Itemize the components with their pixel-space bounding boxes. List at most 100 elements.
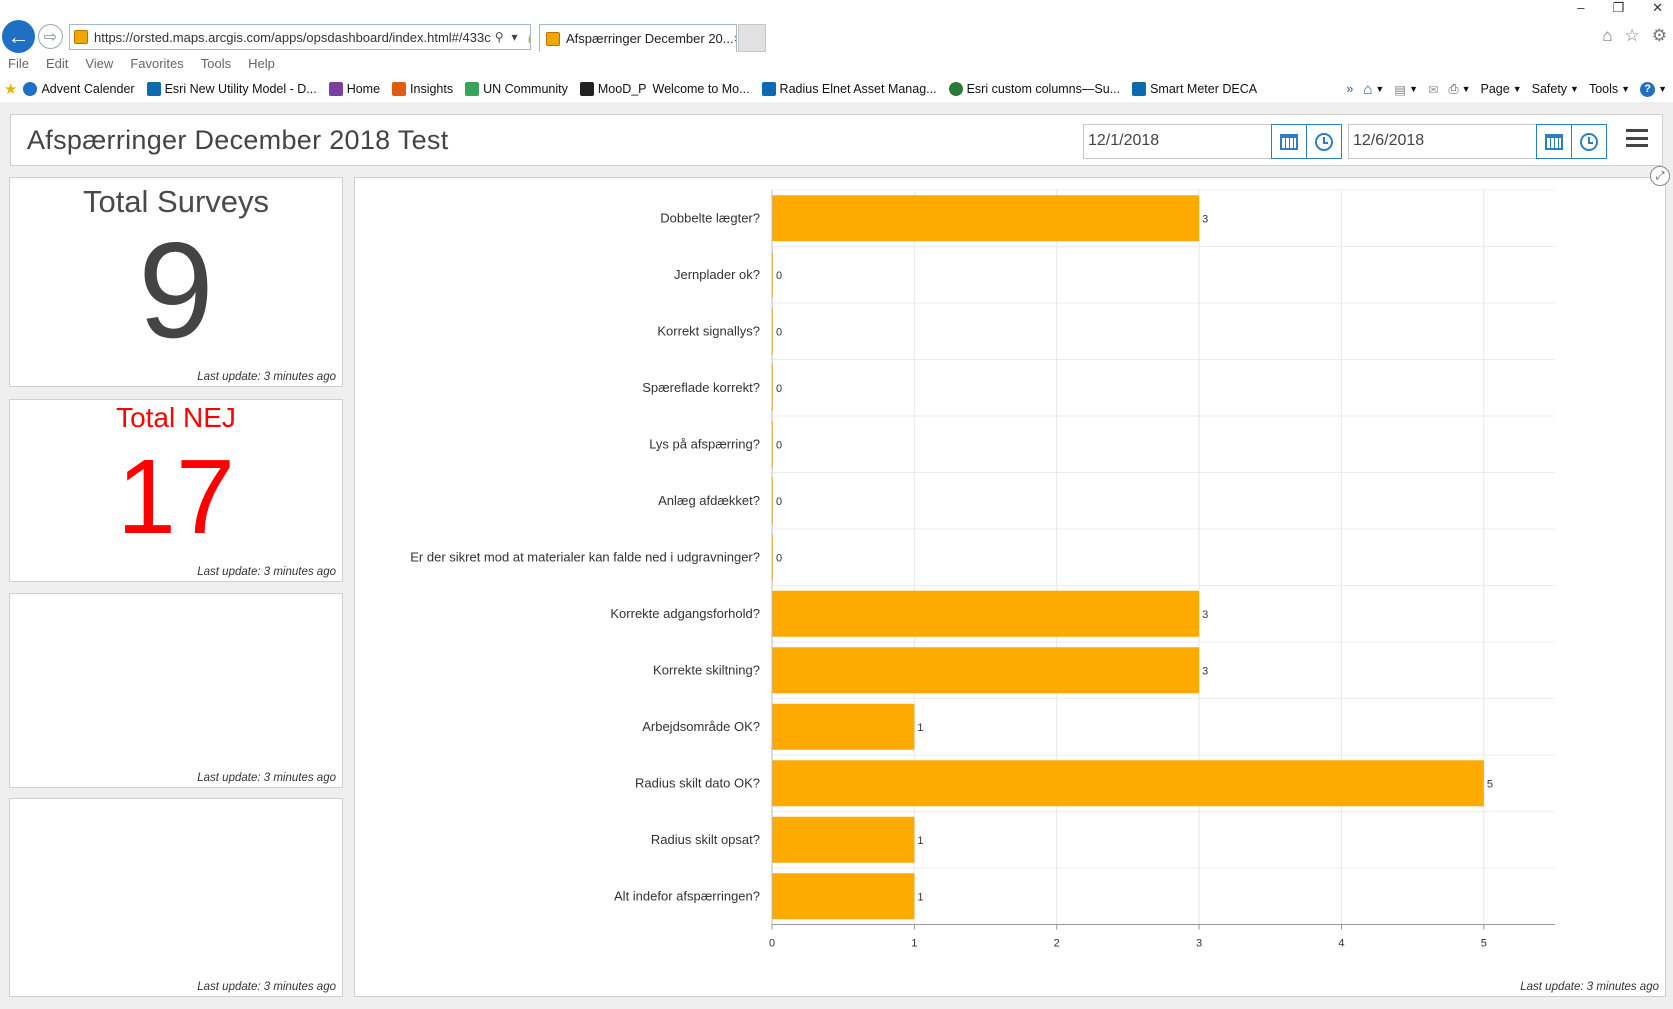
data-label: 0 — [776, 496, 782, 508]
dashboard-title: Afspærringer December 2018 Test — [27, 125, 449, 155]
back-button[interactable]: ← — [2, 20, 35, 53]
fav-esri-utility-model[interactable]: Esri New Utility Model - D... — [141, 82, 317, 96]
menu-edit[interactable]: Edit — [45, 56, 69, 71]
menu-help[interactable]: Help — [248, 56, 275, 71]
menu-tools[interactable]: Tools — [200, 56, 232, 71]
date-to-field[interactable]: 12/6/2018 — [1348, 124, 1537, 159]
data-label: 0 — [776, 383, 782, 395]
mail-cmd-button[interactable]: ✉ — [1428, 82, 1438, 97]
category-label: Anlæg afdækket? — [658, 493, 760, 508]
new-tab-button[interactable] — [738, 24, 766, 52]
menu-favorites[interactable]: Favorites — [130, 56, 184, 71]
page-menu[interactable]: Page ▼ — [1480, 82, 1522, 96]
last-update-text: Last update: 3 minutes ago — [197, 566, 336, 578]
indicator-value: 17 — [117, 438, 235, 556]
print-cmd-button[interactable]: ⎙ ▼ — [1449, 82, 1471, 97]
date-from-time-button[interactable] — [1306, 124, 1342, 159]
sharepoint-icon — [761, 82, 776, 96]
chevron-down-icon: ▼ — [1512, 84, 1522, 94]
category-label: Korrekt signallys? — [657, 323, 760, 338]
forward-button[interactable]: ⇨ — [38, 24, 63, 49]
data-label: 1 — [917, 835, 923, 847]
chart-last-update-text: Last update: 3 minutes ago — [1520, 981, 1659, 993]
fav-radius-elnet[interactable]: Radius Elnet Asset Manag... — [756, 82, 937, 96]
address-bar-icons: ⚲ ▾ 🔒 ↻ — [490, 30, 530, 44]
browser-chrome: ← ⇨ https://orsted.maps.arcgis.com/apps/… — [0, 0, 1673, 102]
minimize-icon[interactable]: – — [1577, 0, 1585, 15]
help-icon: ? — [1640, 81, 1656, 97]
menu-view[interactable]: View — [85, 56, 114, 71]
help-cmd-button[interactable]: ? ▼ — [1640, 81, 1667, 97]
calendar-icon — [1280, 133, 1298, 150]
insights-icon — [392, 82, 407, 96]
page-icon — [328, 82, 343, 96]
fav-un-community[interactable]: UN Community — [459, 82, 568, 96]
fav-home[interactable]: Home — [323, 82, 380, 96]
home-icon: ⌂ — [1363, 80, 1373, 98]
fav-insights[interactable]: Insights — [386, 82, 453, 96]
date-from-calendar-button[interactable] — [1271, 124, 1307, 159]
menu-file[interactable]: File — [8, 56, 29, 71]
favorites-bar: ★ Advent Calender Esri New Utility Model… — [0, 78, 1673, 100]
fav-smart-meter[interactable]: Smart Meter DECA — [1126, 82, 1257, 96]
indicator-empty-2: Last update: 3 minutes ago — [9, 798, 343, 997]
bar — [772, 873, 915, 920]
fav-welcome[interactable]: Welcome to Mo... — [652, 82, 750, 96]
close-window-icon[interactable]: ✕ — [1652, 0, 1663, 15]
gear-icon[interactable]: ⚙ — [1651, 26, 1667, 45]
chevron-down-icon: ▼ — [1570, 84, 1579, 94]
bar — [772, 647, 1200, 694]
address-bar[interactable]: https://orsted.maps.arcgis.com/apps/opsd… — [69, 24, 531, 50]
fav-advent-calender[interactable]: Advent Calender — [17, 82, 135, 96]
category-label: Spæreflade korrekt? — [642, 380, 760, 395]
bar — [772, 760, 1484, 807]
last-update-text: Last update: 3 minutes ago — [197, 981, 336, 993]
favorites-star-icon[interactable]: ★ — [4, 81, 18, 98]
printer-icon: ⎙ — [1448, 81, 1459, 96]
tab-close-icon[interactable]: × — [734, 31, 736, 46]
data-label: 3 — [1202, 665, 1208, 677]
bar-chart: Dobbelte lægter? 3 Jernplader ok? 0 Korrekt … — [410, 189, 1555, 950]
date-to-time-button[interactable] — [1571, 124, 1607, 159]
bar — [772, 590, 1200, 637]
fav-esri-custom-columns[interactable]: Esri custom columns—Su... — [943, 82, 1120, 96]
sharepoint-icon — [1132, 82, 1147, 96]
url-text: https://orsted.maps.arcgis.com/apps/opsd… — [94, 29, 491, 45]
category-label: Jernplader ok? — [674, 267, 760, 282]
dashboard-header: Afspærringer December 2018 Test 12/1/201… — [10, 114, 1663, 166]
last-update-text: Last update: 3 minutes ago — [197, 371, 336, 383]
expand-icon[interactable]: ⤢ — [1650, 166, 1670, 186]
restore-icon[interactable]: ❐ — [1612, 0, 1625, 15]
chevron-more-icon[interactable]: » — [1346, 82, 1354, 96]
lock-icon[interactable]: 🔒 — [526, 30, 530, 44]
browser-right-icons: ⌂ ☆ ⚙ — [1602, 26, 1667, 46]
site-favicon-icon — [74, 30, 88, 44]
community-icon — [465, 82, 480, 96]
calendar-icon — [1545, 133, 1563, 150]
tools-menu[interactable]: Tools ▼ — [1588, 82, 1631, 96]
bar — [772, 816, 915, 863]
category-label: Dobbelte lægter? — [660, 210, 760, 225]
x-tick-label: 0 — [769, 938, 775, 950]
data-label: 0 — [776, 326, 782, 338]
star-icon[interactable]: ☆ — [1624, 26, 1640, 45]
search-icon[interactable]: ⚲ — [494, 30, 504, 44]
hamburger-menu-icon[interactable] — [1626, 129, 1648, 147]
chevron-down-icon: ▼ — [1621, 84, 1631, 94]
fav-mood-p[interactable]: MooD_P — [574, 82, 647, 96]
date-to-calendar-button[interactable] — [1536, 124, 1572, 159]
clock-icon — [1580, 132, 1598, 151]
menu-bar: File Edit View Favorites Tools Help — [0, 54, 284, 74]
feeds-cmd-button[interactable]: ▤ ▼ — [1394, 82, 1418, 97]
home-icon[interactable]: ⌂ — [1602, 26, 1613, 45]
x-tick-label: 2 — [1054, 938, 1060, 950]
indicator-title: Total NEJ — [116, 402, 236, 433]
safety-menu[interactable]: Safety ▼ — [1531, 82, 1579, 96]
category-label: Korrekte skiltning? — [653, 662, 760, 677]
date-from-field[interactable]: 12/1/2018 — [1083, 124, 1272, 159]
chevron-down-icon: ▼ — [1461, 84, 1471, 94]
dropdown-icon[interactable]: ▾ — [511, 30, 518, 44]
home-cmd-button[interactable]: ⌂ ▼ — [1363, 81, 1384, 98]
browser-tab-active[interactable]: Afspærringer December 20... × — [539, 24, 737, 52]
data-label: 1 — [917, 722, 923, 734]
